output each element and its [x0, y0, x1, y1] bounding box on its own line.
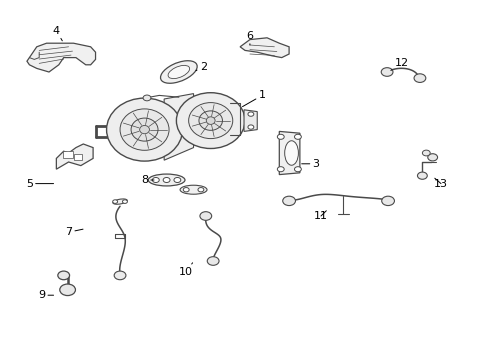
- Ellipse shape: [285, 141, 298, 165]
- Circle shape: [152, 177, 159, 183]
- Circle shape: [248, 125, 254, 129]
- Ellipse shape: [140, 126, 149, 134]
- Circle shape: [417, 172, 427, 179]
- Ellipse shape: [113, 199, 127, 204]
- Ellipse shape: [131, 118, 158, 141]
- Ellipse shape: [189, 103, 233, 139]
- Circle shape: [174, 177, 181, 183]
- Polygon shape: [56, 144, 93, 169]
- Text: 2: 2: [196, 62, 207, 72]
- Circle shape: [183, 188, 189, 192]
- Ellipse shape: [206, 117, 215, 124]
- Circle shape: [122, 200, 127, 203]
- Circle shape: [113, 200, 118, 203]
- Circle shape: [381, 68, 393, 76]
- Ellipse shape: [176, 93, 245, 148]
- Circle shape: [60, 284, 75, 296]
- Text: 12: 12: [391, 58, 409, 71]
- Ellipse shape: [148, 174, 185, 186]
- Circle shape: [428, 154, 438, 161]
- Circle shape: [283, 196, 295, 206]
- Circle shape: [294, 167, 301, 172]
- Ellipse shape: [161, 61, 197, 83]
- Text: 13: 13: [434, 178, 448, 189]
- Circle shape: [277, 167, 284, 172]
- Ellipse shape: [180, 185, 207, 194]
- Circle shape: [143, 95, 151, 101]
- Circle shape: [294, 134, 301, 139]
- Text: 1: 1: [243, 90, 266, 107]
- Text: 7: 7: [65, 227, 83, 237]
- Circle shape: [200, 212, 212, 220]
- Polygon shape: [279, 131, 300, 175]
- Circle shape: [248, 112, 254, 116]
- Circle shape: [163, 177, 170, 183]
- Text: 3: 3: [302, 159, 319, 169]
- Circle shape: [277, 134, 284, 139]
- Circle shape: [422, 150, 430, 156]
- Text: 4: 4: [53, 26, 62, 41]
- Polygon shape: [164, 94, 194, 160]
- Polygon shape: [244, 110, 257, 131]
- Ellipse shape: [199, 111, 222, 130]
- Circle shape: [207, 257, 219, 265]
- Text: 9: 9: [38, 290, 53, 300]
- Circle shape: [382, 196, 394, 206]
- Text: 6: 6: [246, 31, 253, 45]
- Circle shape: [198, 188, 204, 192]
- Polygon shape: [27, 43, 96, 72]
- Circle shape: [114, 271, 126, 280]
- Circle shape: [414, 74, 426, 82]
- Text: 10: 10: [179, 263, 193, 277]
- Ellipse shape: [120, 109, 169, 150]
- Ellipse shape: [107, 98, 182, 161]
- Polygon shape: [63, 151, 73, 158]
- Polygon shape: [74, 154, 82, 160]
- Text: 5: 5: [26, 179, 53, 189]
- Text: 11: 11: [314, 211, 328, 221]
- Circle shape: [58, 271, 70, 280]
- Ellipse shape: [168, 66, 190, 78]
- Text: 8: 8: [141, 175, 154, 185]
- Polygon shape: [240, 38, 289, 58]
